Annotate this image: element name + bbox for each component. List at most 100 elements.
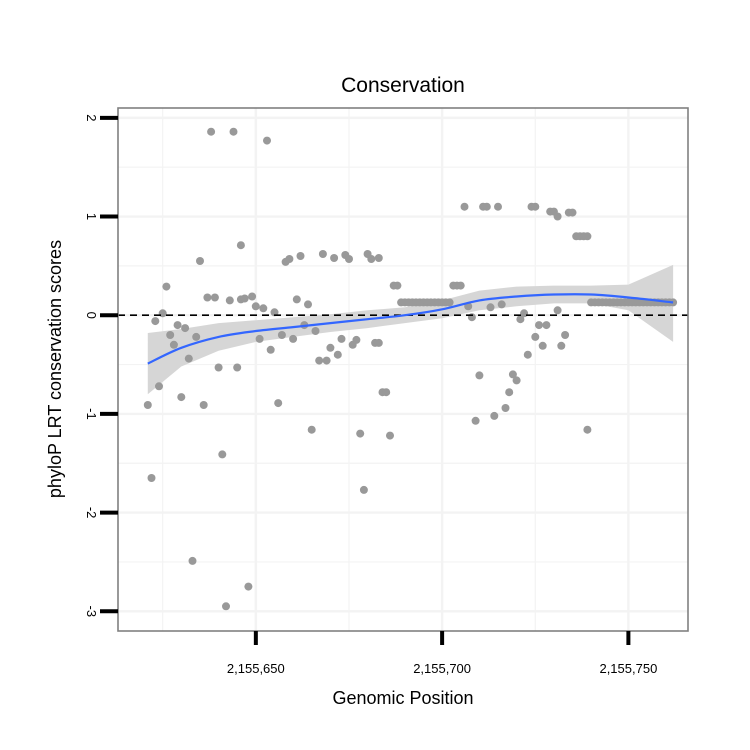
data-point: [535, 321, 543, 330]
confidence-band: [147, 264, 674, 395]
data-point: [143, 401, 152, 409]
data-point: [236, 241, 245, 250]
grid-lines: [118, 108, 688, 631]
data-point: [304, 300, 312, 309]
data-point: [345, 255, 353, 263]
data-point: [531, 202, 540, 211]
data-point: [356, 429, 365, 438]
data-point: [240, 294, 249, 303]
data-point: [181, 324, 190, 333]
data-point: [497, 300, 506, 309]
data-point: [501, 404, 510, 412]
y-axis: -3 -2 -1 0 1 2: [84, 114, 118, 617]
data-point: [233, 363, 242, 372]
data-point: [359, 485, 368, 494]
data-point: [367, 255, 376, 263]
data-point: [274, 399, 283, 408]
data-point: [199, 401, 208, 409]
data-point: [315, 356, 324, 365]
data-point: [263, 136, 271, 145]
data-point: [538, 341, 547, 350]
data-point: [445, 298, 454, 307]
data-point: [322, 356, 331, 365]
data-point: [583, 425, 592, 434]
data-point: [523, 350, 532, 359]
data-point: [456, 281, 465, 290]
data-point: [382, 388, 391, 397]
data-point: [516, 315, 525, 324]
data-point: [553, 212, 562, 221]
data-point: [326, 343, 335, 352]
data-point: [460, 202, 469, 211]
y-tick-label: 2: [84, 114, 99, 121]
data-point: [471, 416, 480, 425]
y-tick-label: 0: [84, 312, 99, 319]
data-point: [520, 309, 529, 318]
data-point: [266, 345, 275, 354]
data-point: [173, 321, 182, 330]
data-point: [318, 250, 327, 258]
data-point: [289, 334, 298, 343]
plot-panel: [118, 108, 688, 631]
data-point: [229, 127, 238, 136]
data-point: [270, 308, 279, 317]
y-axis-label: phyloP LRT conservation scores: [45, 240, 65, 498]
data-point: [277, 331, 286, 339]
data-point: [531, 332, 540, 341]
data-point: [285, 255, 294, 263]
data-point: [169, 340, 178, 349]
data-point: [583, 232, 592, 241]
x-axis-label: Genomic Position: [332, 688, 473, 708]
data-point: [494, 202, 502, 211]
data-point: [210, 293, 219, 302]
data-point: [218, 450, 227, 459]
data-point: [188, 556, 197, 565]
data-point: [151, 317, 160, 326]
y-tick-label: -3: [84, 606, 99, 618]
x-tick-label: 2,155,700: [413, 661, 471, 676]
x-tick-label: 2,155,650: [227, 661, 285, 676]
data-point: [475, 371, 484, 380]
smooth-trend-line: [147, 293, 674, 365]
data-point: [505, 388, 514, 397]
data-point: [330, 254, 339, 262]
y-tick-label: -1: [84, 408, 99, 420]
data-point: [307, 425, 316, 434]
x-axis: 2,155,650 2,155,700 2,155,750: [227, 631, 657, 676]
data-point: [337, 334, 346, 343]
data-point: [568, 208, 577, 217]
data-point: [255, 334, 264, 343]
confidence-band-layer: [147, 264, 674, 395]
data-point: [352, 335, 361, 344]
data-point: [147, 474, 156, 482]
data-point: [248, 292, 257, 301]
data-point: [244, 582, 253, 591]
data-point: [225, 296, 234, 305]
data-point: [561, 331, 570, 339]
data-point: [259, 304, 268, 313]
data-point: [467, 313, 476, 322]
data-point: [374, 254, 383, 262]
data-point: [203, 293, 212, 302]
data-point: [292, 295, 301, 304]
data-point: [311, 327, 320, 335]
data-point: [177, 393, 186, 402]
data-point: [162, 282, 171, 291]
data-point: [557, 341, 566, 350]
data-point: [196, 257, 204, 265]
data-point: [542, 321, 551, 330]
plot-border: [117, 107, 689, 632]
data-point: [214, 363, 223, 372]
data-point: [166, 331, 175, 339]
data-point: [482, 202, 491, 211]
x-tick-label: 2,155,750: [599, 661, 657, 676]
data-point: [296, 252, 305, 260]
data-point: [333, 350, 342, 359]
data-point: [553, 306, 562, 315]
data-point: [158, 309, 167, 318]
data-point: [508, 370, 517, 379]
y-tick-label: -2: [84, 507, 99, 519]
y-tick-label: 1: [84, 213, 99, 220]
data-point: [155, 382, 163, 391]
